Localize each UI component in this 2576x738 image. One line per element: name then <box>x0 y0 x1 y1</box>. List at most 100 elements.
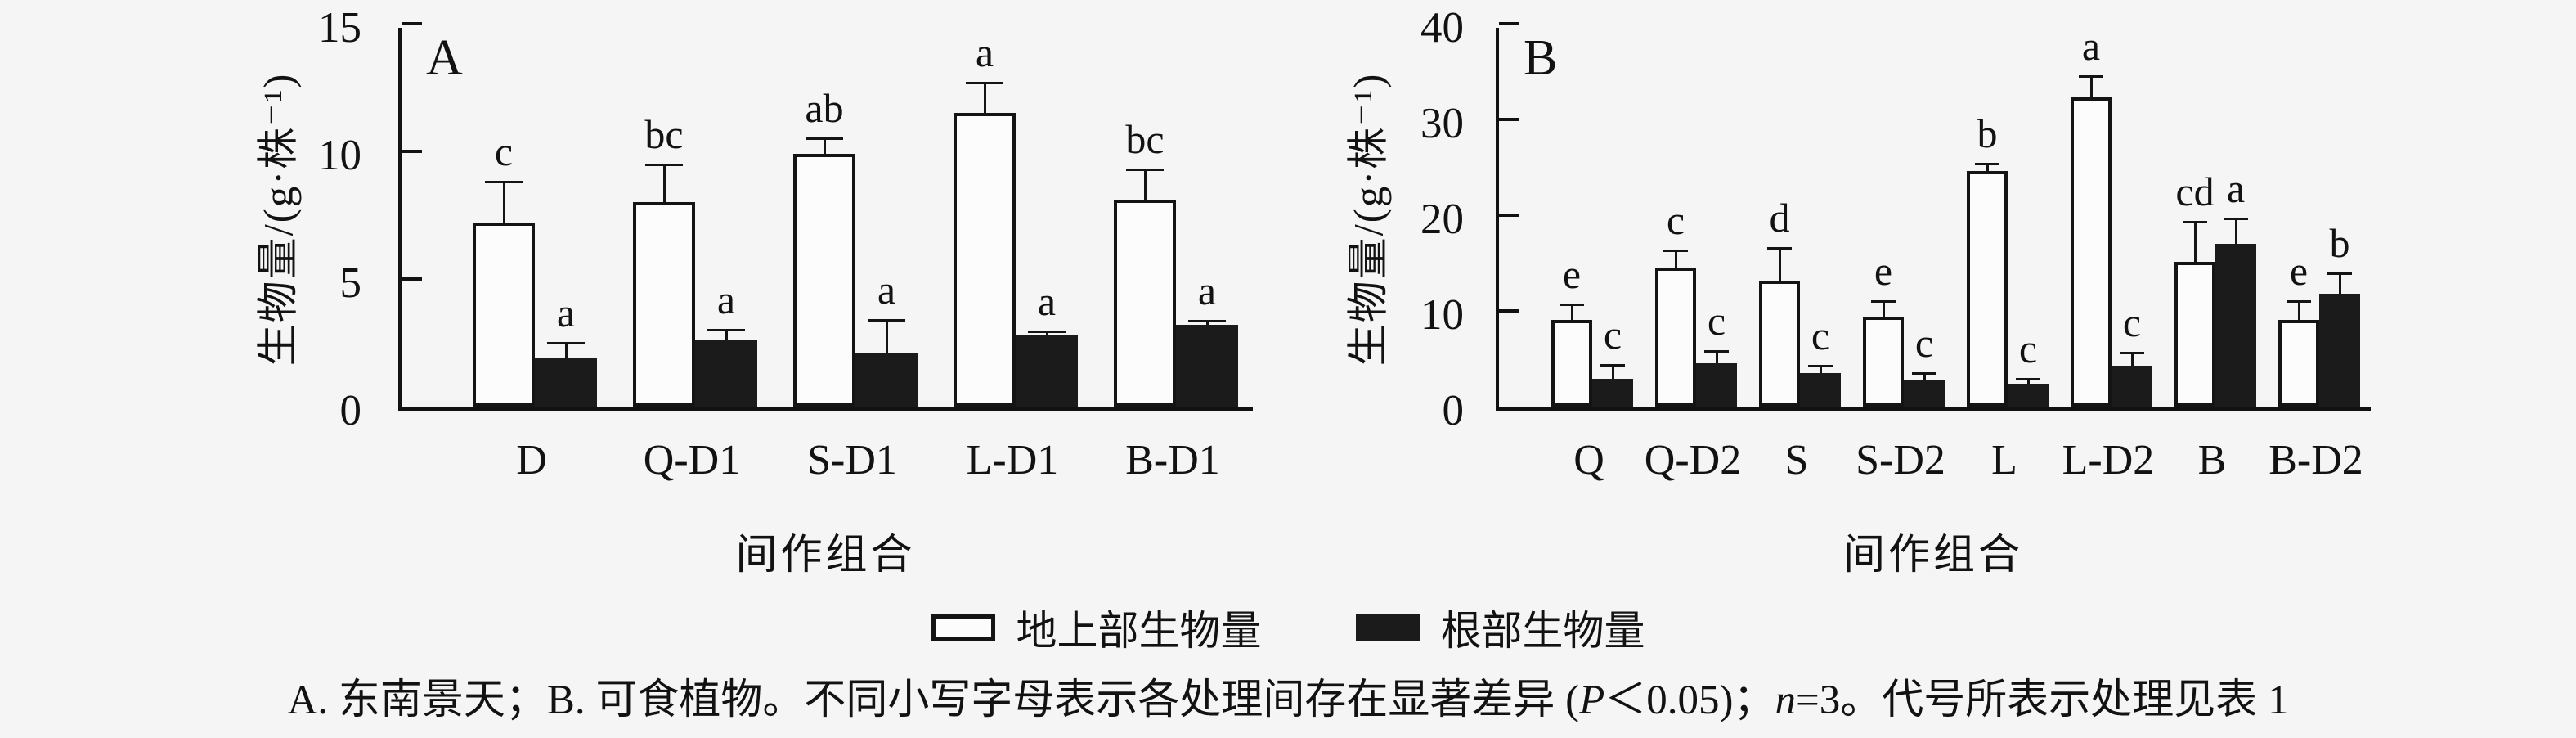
significance-letter: cd <box>2175 169 2215 215</box>
error-bar-stem <box>1674 250 1677 268</box>
y-tick-label: 40 <box>1420 4 1464 52</box>
error-bar-cap <box>1600 363 1625 367</box>
bar-aboveground <box>633 202 695 407</box>
plot-area-b: B e c d e b a cd e c c c c c c a b <box>1496 22 2371 411</box>
error-bar-stem <box>2026 379 2030 384</box>
error-bar-stem <box>823 138 826 155</box>
y-tick-mark <box>1499 214 1519 217</box>
error-bar-stem <box>2338 273 2341 294</box>
bar-root <box>695 340 757 407</box>
bar-aboveground <box>2278 319 2319 407</box>
error-bar-stem <box>1143 169 1147 200</box>
bar-aboveground <box>1863 317 1904 407</box>
x-category-label: Q <box>1573 437 1604 484</box>
error-bar-stem <box>725 330 728 340</box>
bar-root <box>2112 365 2152 407</box>
bar-aboveground <box>954 113 1016 407</box>
error-bar-cap <box>966 81 1003 84</box>
x-axis-category-labels-b: Q Q-D2 S S-D2 L L-D2 B B-D2 <box>1496 436 2371 488</box>
figure-caption: A. 东南景天；B. 可食植物。不同小写字母表示各处理间存在显著差异 (P＜0.… <box>0 674 2576 727</box>
bar-aboveground <box>2071 97 2112 407</box>
bar-root <box>2215 244 2256 407</box>
error-bar-cap <box>1975 162 1999 165</box>
bar-root <box>1592 379 1633 407</box>
significance-letter: a <box>877 266 896 313</box>
bar-aboveground <box>473 223 535 407</box>
error-bar-stem <box>1570 304 1573 320</box>
y-tick-mark <box>402 277 422 281</box>
significance-letter: b <box>1977 110 1998 156</box>
bar-root <box>1016 335 1078 407</box>
x-category-label: L-D1 <box>966 437 1059 484</box>
significance-letter: e <box>2289 248 2309 295</box>
x-category-label: S <box>1784 437 1809 484</box>
bar-aboveground <box>1655 268 1696 407</box>
error-bar-cap <box>1126 168 1164 171</box>
legend-swatch-black <box>1355 614 1420 641</box>
bars-a: c bc ab a bc a a a a a <box>402 28 1253 407</box>
error-bar-cap <box>1767 246 1792 250</box>
y-tick-mark <box>402 150 422 153</box>
error-bar-stem <box>564 343 568 358</box>
significance-letter: b <box>2329 220 2350 267</box>
error-bar-stem <box>1986 163 1989 172</box>
bar-aboveground <box>1967 171 2008 407</box>
significance-letter: a <box>2081 23 2101 70</box>
y-tick-label: 0 <box>339 387 362 434</box>
legend: 地上部生物量 根部生物量 <box>0 598 2576 657</box>
significance-letter: c <box>1707 298 1726 344</box>
x-category-label: B-D1 <box>1125 437 1220 484</box>
error-bar-stem <box>2089 76 2093 98</box>
error-bar-stem <box>2193 222 2197 263</box>
error-bar-cap <box>2016 378 2040 381</box>
significance-letter: bc <box>644 110 684 157</box>
caption-segment: =3。代号所表示处理见表 1 <box>1795 677 2289 723</box>
plot-area-a: A c bc ab a bc a a a a a <box>398 22 1253 411</box>
error-bar-cap <box>485 181 523 184</box>
panel-label-b: B <box>1524 30 1558 86</box>
error-bar-stem <box>1045 331 1048 335</box>
bar-aboveground <box>793 154 855 407</box>
x-category-label: Q-D2 <box>1644 437 1742 484</box>
x-category-label: D <box>516 437 547 484</box>
error-bar-cap <box>707 329 745 332</box>
panel-label-a: A <box>426 30 463 86</box>
error-bar-cap <box>1560 303 1584 306</box>
y-tick-mark <box>402 22 422 25</box>
y-tick-mark <box>1499 118 1519 121</box>
error-bar-cap <box>1704 350 1729 353</box>
bar-root <box>2008 383 2049 407</box>
x-axis-label-a: 间作组合 <box>735 533 916 578</box>
bar-root <box>2319 293 2360 407</box>
significance-letter: a <box>556 290 576 335</box>
error-bar-cap <box>2287 300 2311 304</box>
y-axis-tick-labels-b: 0 10 20 30 40 <box>1372 7 1464 433</box>
significance-letter: bc <box>1125 115 1165 162</box>
error-bar-stem <box>1778 247 1781 281</box>
significance-letter: e <box>1562 250 1582 297</box>
y-tick-label: 10 <box>318 132 361 179</box>
y-tick-label: 5 <box>339 259 362 307</box>
bar-root <box>1696 363 1737 407</box>
error-bar-cap <box>868 318 905 322</box>
error-bar-stem <box>885 319 888 353</box>
caption-segment: A. 东南景天；B. 可食植物。不同小写字母表示各处理间存在显著差异 ( <box>287 677 1580 723</box>
y-tick-label: 20 <box>1420 196 1464 243</box>
bar-aboveground <box>1551 319 1592 407</box>
error-bar-cap <box>1912 372 1936 376</box>
error-bar-cap <box>1871 300 1896 304</box>
error-bar-cap <box>1663 250 1688 253</box>
x-category-label: S-D1 <box>807 437 897 484</box>
error-bar-cap <box>2079 75 2103 79</box>
x-axis-category-labels-a: D Q-D1 S-D1 L-D1 B-D1 <box>398 436 1253 488</box>
error-bar-cap <box>547 342 585 344</box>
error-bar-stem <box>2130 353 2134 366</box>
error-bar-stem <box>1923 373 1926 380</box>
bar-root <box>1176 325 1238 407</box>
significance-letter: c <box>2122 299 2142 346</box>
significance-letter: c <box>1603 311 1622 358</box>
error-bar-stem <box>1611 364 1614 380</box>
x-category-label: S-D2 <box>1856 437 1945 484</box>
bar-root <box>1800 373 1841 407</box>
